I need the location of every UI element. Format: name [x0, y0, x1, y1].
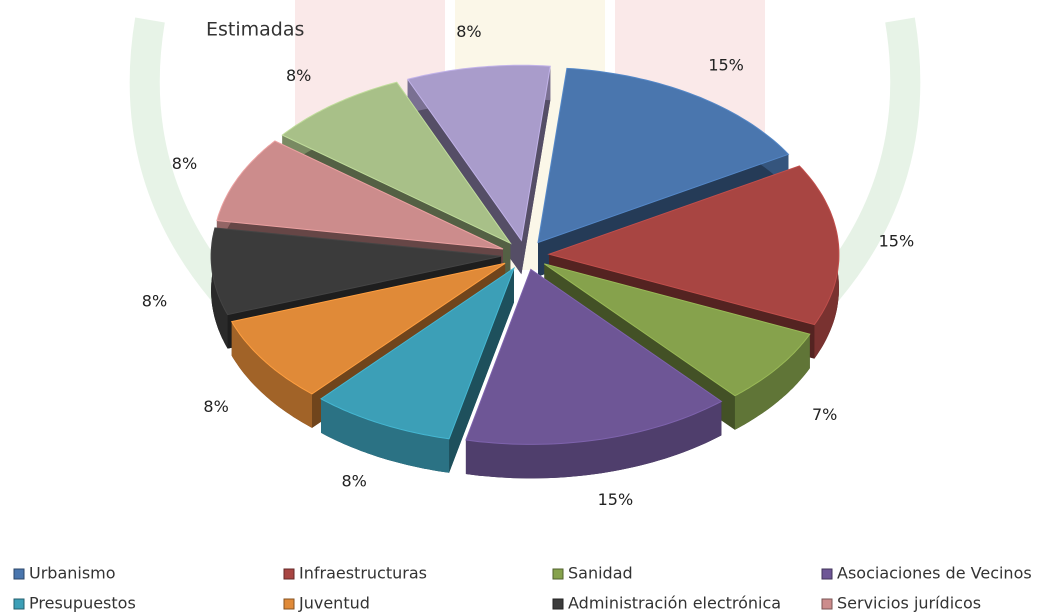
data-label: 8%: [142, 292, 167, 311]
data-label: 8%: [456, 22, 481, 41]
legend-label: Administración electrónica: [568, 594, 781, 613]
slice: [547, 165, 840, 326]
data-labels: 15% 15% 7% 15% 8% 8% 8% 8% 8% 8%: [142, 22, 914, 509]
legend-label: Asociaciones de Vecinos: [837, 564, 1032, 583]
slice: [320, 266, 516, 440]
legend-swatch: [821, 568, 833, 580]
legend-swatch: [552, 598, 564, 610]
data-label: 7%: [812, 405, 837, 424]
data-label: 8%: [342, 472, 367, 491]
slice-side: [231, 321, 312, 428]
legend-label: Servicios jurídicos: [837, 594, 981, 613]
slice: [216, 140, 504, 250]
legend-label: Presupuestos: [29, 594, 136, 613]
slice-side: [734, 334, 810, 430]
slice-side: [321, 398, 450, 473]
data-label: 15%: [708, 55, 744, 74]
legend-label: Urbanismo: [29, 564, 116, 583]
pie: [210, 64, 840, 479]
data-label: 8%: [172, 154, 197, 173]
slice: [465, 268, 723, 445]
legend-swatch: [13, 598, 25, 610]
data-label: 15%: [598, 490, 634, 509]
slice-side: [211, 227, 228, 349]
legend-label: Sanidad: [568, 564, 633, 583]
slice: [544, 263, 811, 397]
data-label: 8%: [286, 66, 311, 85]
data-label: 8%: [203, 397, 228, 416]
legend-swatch: [821, 598, 833, 610]
chart-title: Estimadas: [206, 19, 304, 41]
slice: [537, 67, 790, 244]
slice: [230, 262, 506, 395]
slice-side: [465, 401, 722, 479]
slice: [281, 81, 512, 245]
legend-swatch: [283, 598, 295, 610]
slice: [210, 227, 502, 316]
slice: [406, 64, 551, 242]
data-label: 15%: [879, 232, 915, 251]
slice-wall: [521, 66, 551, 275]
slice-wall: [449, 268, 514, 473]
legend-swatch: [552, 568, 564, 580]
legend-label: Juventud: [298, 594, 370, 613]
legend-swatch: [13, 568, 25, 580]
legend: Urbanismo Infraestructuras Sanidad Asociaci…: [13, 564, 1032, 613]
legend-label: Infraestructuras: [299, 564, 427, 583]
legend-swatch: [283, 568, 295, 580]
